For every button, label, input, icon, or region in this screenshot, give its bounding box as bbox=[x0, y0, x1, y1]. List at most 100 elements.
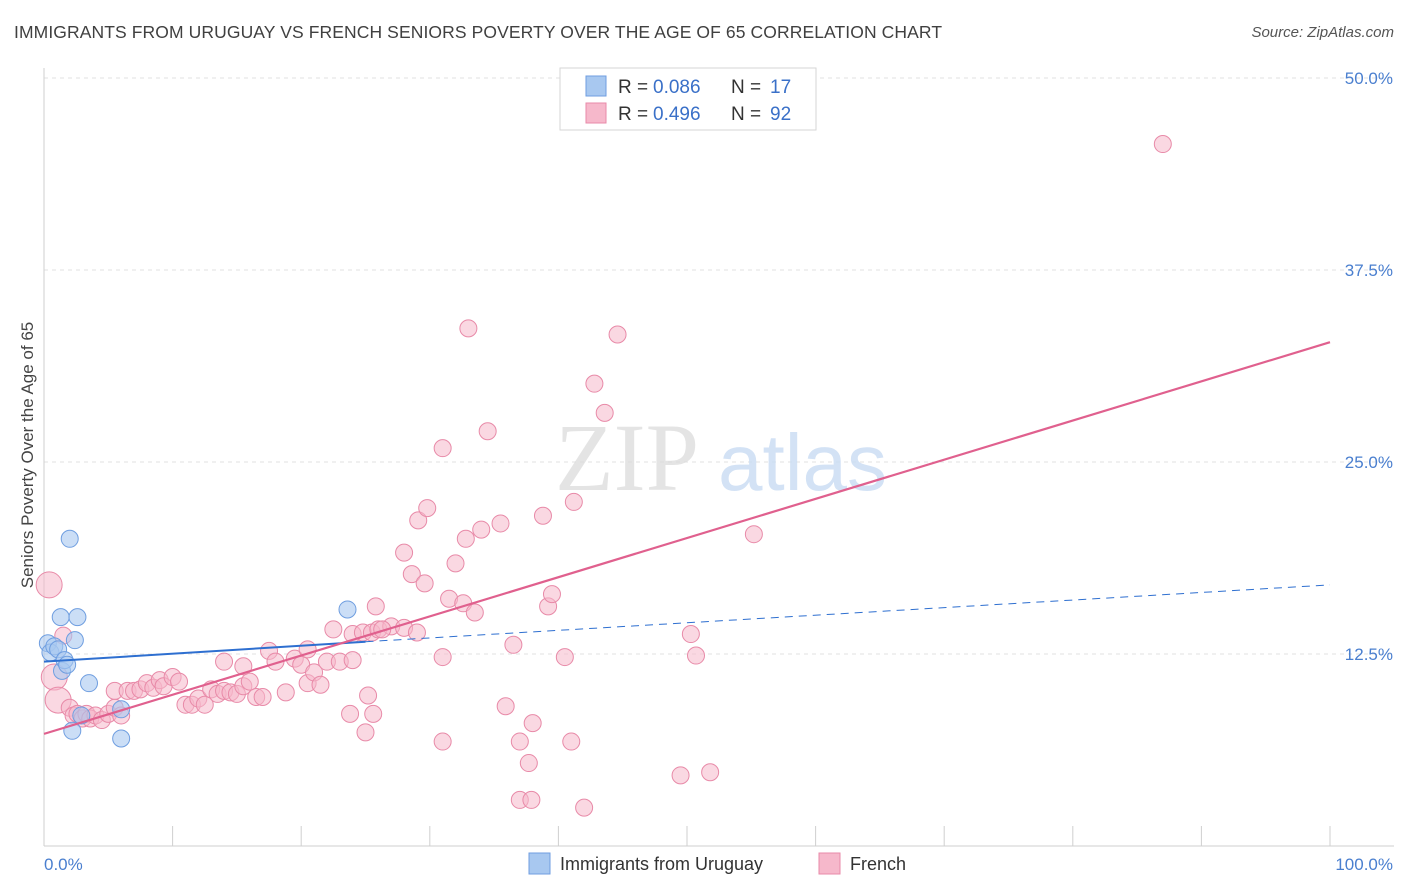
point-french-83 bbox=[496, 697, 515, 716]
point-french-77 bbox=[456, 529, 475, 548]
point-french-85 bbox=[510, 732, 529, 751]
bottom-legend-swatch-french bbox=[818, 852, 841, 875]
point-french-78 bbox=[459, 319, 478, 338]
point-french-37 bbox=[234, 657, 253, 676]
x-tick-label-0: 0.0% bbox=[44, 855, 83, 874]
watermark: ZIP atlas bbox=[555, 404, 887, 511]
bottom-legend-label-french: French bbox=[850, 854, 906, 874]
legend-r-label-french: R = bbox=[618, 104, 648, 125]
chart-title: IMMIGRANTS FROM URUGUAY VS FRENCH SENIOR… bbox=[14, 22, 943, 42]
legend-r-value-french: 0.496 bbox=[653, 104, 701, 125]
legend-n-label-french: N = bbox=[731, 104, 761, 125]
point-french-97 bbox=[585, 374, 604, 393]
trend-lines bbox=[43, 341, 1331, 735]
point-uruguay-16 bbox=[338, 600, 357, 619]
point-french-64 bbox=[359, 686, 378, 705]
point-french-70 bbox=[418, 499, 437, 518]
point-french-102 bbox=[687, 646, 706, 665]
y-tick-label-1: 25.0% bbox=[1345, 453, 1393, 472]
watermark-zip: ZIP bbox=[555, 404, 699, 511]
legend-swatch-uruguay bbox=[585, 75, 607, 97]
series-uruguay bbox=[38, 529, 357, 748]
point-french-96 bbox=[575, 798, 594, 817]
legend-n-value-uruguay: 17 bbox=[770, 77, 791, 98]
trend-uruguay-solid bbox=[43, 640, 366, 663]
point-french-39 bbox=[253, 688, 272, 707]
point-french-93 bbox=[555, 648, 574, 667]
point-french-105 bbox=[1153, 135, 1172, 154]
point-uruguay-7 bbox=[58, 655, 77, 674]
point-french-82 bbox=[491, 514, 510, 533]
point-french-86 bbox=[519, 754, 538, 773]
y-tick-label-0: 12.5% bbox=[1345, 645, 1393, 664]
point-french-62 bbox=[366, 597, 385, 616]
point-french-52 bbox=[324, 620, 343, 639]
point-uruguay-13 bbox=[80, 674, 99, 693]
point-french-63 bbox=[364, 704, 383, 723]
point-french-0 bbox=[35, 571, 63, 599]
point-french-92 bbox=[542, 585, 561, 604]
point-french-60 bbox=[341, 704, 360, 723]
grid-lines bbox=[44, 77, 1394, 655]
point-french-42 bbox=[276, 683, 295, 702]
point-french-67 bbox=[402, 565, 421, 584]
legend-n-value-french: 92 bbox=[770, 104, 791, 125]
point-french-98 bbox=[595, 403, 614, 422]
point-french-100 bbox=[671, 766, 690, 785]
series-legend: Immigrants from Uruguay French bbox=[528, 852, 906, 875]
point-french-94 bbox=[562, 732, 581, 751]
point-french-90 bbox=[533, 506, 552, 525]
point-french-89 bbox=[523, 714, 542, 733]
y-tick-label-3: 50.0% bbox=[1345, 69, 1393, 88]
legend-r-label-uruguay: R = bbox=[618, 77, 648, 98]
point-french-66 bbox=[395, 543, 414, 562]
tick-labels: 12.5% 25.0% 37.5% 50.0% 0.0% 100.0% bbox=[44, 69, 1393, 874]
point-french-74 bbox=[433, 648, 452, 667]
point-french-61 bbox=[356, 723, 375, 742]
point-uruguay-10 bbox=[65, 631, 84, 650]
point-french-80 bbox=[472, 520, 491, 539]
point-french-65 bbox=[373, 620, 392, 639]
point-french-99 bbox=[608, 325, 627, 344]
point-french-75 bbox=[446, 554, 465, 573]
bottom-legend-label-uruguay: Immigrants from Uruguay bbox=[560, 854, 763, 874]
watermark-atlas: atlas bbox=[718, 418, 887, 507]
point-french-47 bbox=[311, 675, 330, 694]
point-french-69 bbox=[415, 574, 434, 593]
legend-r-value-uruguay: 0.086 bbox=[653, 77, 701, 98]
point-french-71 bbox=[433, 439, 452, 458]
legend-swatch-french bbox=[585, 102, 607, 124]
point-uruguay-4 bbox=[51, 608, 70, 627]
y-axis-label: Seniors Poverty Over the Age of 65 bbox=[18, 322, 37, 588]
trend-french bbox=[43, 341, 1331, 735]
x-tick-label-1: 100.0% bbox=[1335, 855, 1393, 874]
point-french-104 bbox=[744, 525, 763, 544]
point-uruguay-15 bbox=[112, 729, 131, 748]
point-french-95 bbox=[564, 492, 583, 511]
legend-n-label-uruguay: N = bbox=[731, 77, 761, 98]
bottom-legend-swatch-uruguay bbox=[528, 852, 551, 875]
point-french-88 bbox=[522, 790, 541, 809]
point-french-84 bbox=[504, 635, 523, 654]
point-french-35 bbox=[240, 672, 259, 691]
point-french-24 bbox=[170, 672, 189, 691]
point-uruguay-8 bbox=[60, 529, 79, 548]
y-tick-label-2: 37.5% bbox=[1345, 261, 1393, 280]
stats-legend: R = 0.086 N = 17 R = 0.496 N = 92 bbox=[559, 67, 817, 131]
point-french-103 bbox=[701, 763, 720, 782]
point-french-36 bbox=[215, 652, 234, 671]
axes bbox=[43, 68, 1394, 847]
point-french-73 bbox=[433, 732, 452, 751]
point-french-101 bbox=[681, 625, 700, 644]
point-french-81 bbox=[478, 422, 497, 441]
point-french-79 bbox=[465, 603, 484, 622]
trend-uruguay-dashed bbox=[365, 584, 1331, 643]
point-french-68 bbox=[409, 511, 428, 530]
point-uruguay-11 bbox=[68, 608, 87, 627]
point-french-59 bbox=[407, 623, 426, 642]
point-uruguay-12 bbox=[72, 706, 91, 725]
point-french-51 bbox=[343, 651, 362, 670]
chart-source: Source: ZipAtlas.com bbox=[1251, 24, 1394, 41]
point-french-28 bbox=[195, 695, 214, 714]
